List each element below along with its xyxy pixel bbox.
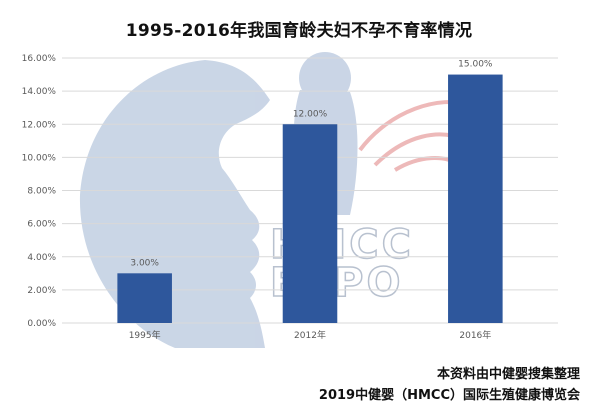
y-tick-label: 0.00%	[27, 319, 56, 329]
y-tick-label: 2.00%	[27, 286, 56, 296]
y-tick-label: 8.00%	[27, 187, 56, 197]
watermark-face-silhouette	[79, 60, 270, 348]
bar	[448, 74, 503, 323]
x-tick-label: 2016年	[459, 329, 491, 341]
y-tick-label: 6.00%	[27, 220, 56, 230]
y-tick-label: 16.00%	[22, 54, 57, 64]
y-tick-label: 10.00%	[22, 153, 57, 163]
x-axis-labels: 1995年 2012年 2016年	[129, 329, 492, 341]
y-tick-label: 4.00%	[27, 253, 56, 263]
chart-title: 1995-2016年我国育龄夫妇不孕不育率情况	[125, 21, 473, 41]
y-tick-label: 14.00%	[22, 87, 57, 97]
y-tick-label: 12.00%	[22, 120, 57, 130]
bar	[282, 124, 338, 323]
bar-data-label: 12.00%	[293, 109, 328, 119]
x-tick-label: 1995年	[129, 329, 161, 341]
bar-data-label: 3.00%	[130, 258, 159, 268]
footer-credit-line-1: 本资料由中健婴搜集整理	[436, 367, 580, 382]
bars	[117, 74, 503, 323]
bar	[117, 273, 172, 323]
x-tick-label: 2012年	[294, 329, 326, 341]
footer-credit-line-2: 2019中健婴（HMCC）国际生殖健康博览会	[318, 388, 580, 403]
bar-data-label: 15.00%	[458, 60, 493, 70]
y-axis-labels: 0.00% 2.00% 4.00% 6.00% 8.00% 10.00% 12.00% 14.…	[22, 54, 57, 329]
data-labels: 3.00% 12.00% 15.00%	[130, 60, 493, 269]
